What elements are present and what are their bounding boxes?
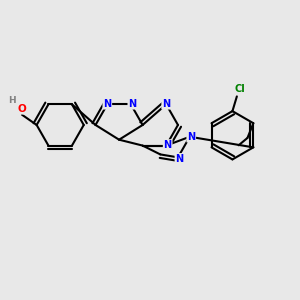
Text: O: O bbox=[17, 104, 26, 114]
Text: N: N bbox=[103, 99, 111, 109]
Text: N: N bbox=[176, 154, 184, 164]
Text: N: N bbox=[162, 99, 170, 109]
Text: N: N bbox=[164, 140, 172, 150]
Text: N: N bbox=[187, 132, 195, 142]
Text: Cl: Cl bbox=[234, 84, 245, 94]
Text: N: N bbox=[128, 99, 136, 109]
Text: H: H bbox=[8, 96, 15, 105]
